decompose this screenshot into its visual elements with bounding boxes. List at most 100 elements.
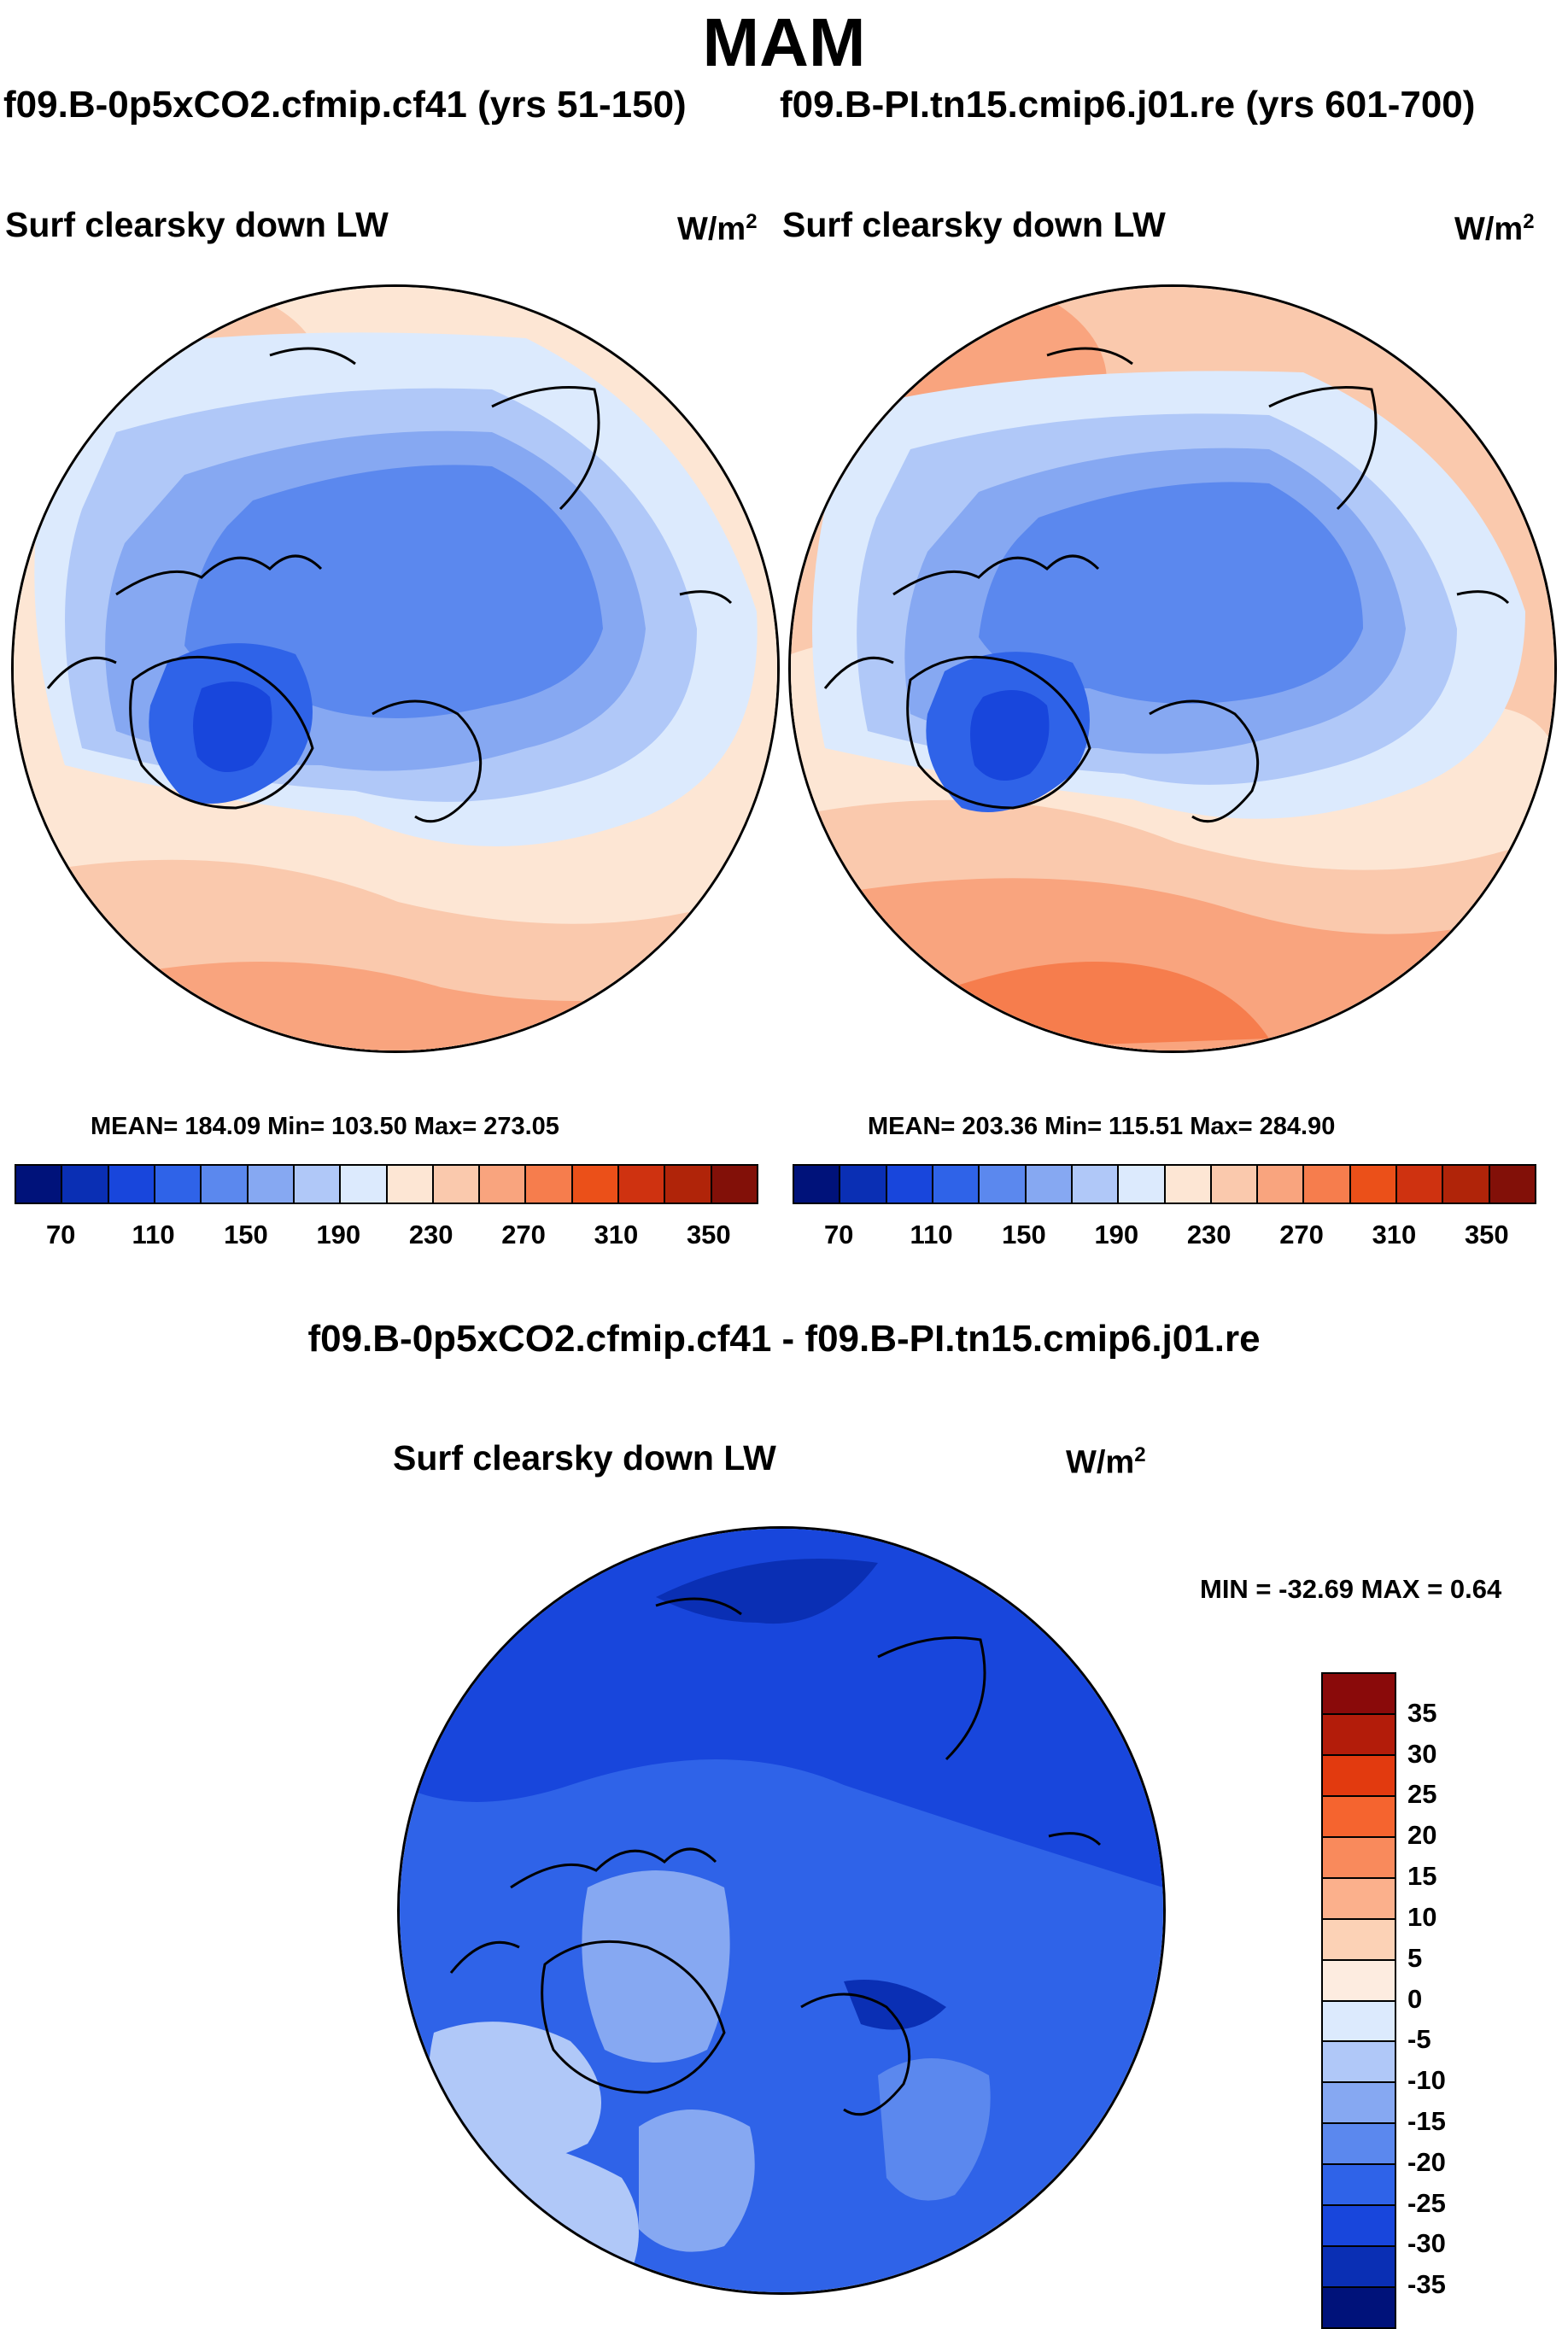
diff-colorbar-label: 5 xyxy=(1407,1942,1423,1973)
panel1-title: Surf clearsky down LW xyxy=(5,205,389,244)
colorbar-swatch xyxy=(1165,1166,1212,1203)
panel1-map xyxy=(11,284,780,1053)
diff-colorbar-swatch xyxy=(1323,2001,1395,2043)
diff-minmax: MIN = -32.69 MAX = 0.64 xyxy=(1200,1574,1502,1604)
panel2-colorbar-ticks: 70 110 150 190 230 270 310 350 xyxy=(793,1220,1533,1254)
diff-colorbar xyxy=(1321,1672,1396,2329)
diff-colorbar-label: -5 xyxy=(1407,2024,1431,2055)
colorbar-swatch xyxy=(1211,1166,1259,1203)
panel2-title: Surf clearsky down LW xyxy=(782,205,1166,244)
colorbar-swatch xyxy=(387,1166,434,1203)
panel2-units: W/m2 xyxy=(1454,210,1535,248)
colorbar-swatch xyxy=(1119,1166,1166,1203)
diff-panel-title: Surf clearsky down LW xyxy=(393,1438,776,1478)
colorbar-swatch xyxy=(155,1166,202,1203)
diff-colorbar-swatch xyxy=(1323,1755,1395,1797)
diff-colorbar-label: 0 xyxy=(1407,1983,1423,2014)
colorbar-swatch xyxy=(980,1166,1027,1203)
colorbar-swatch xyxy=(886,1166,933,1203)
diff-colorbar-swatch xyxy=(1323,1960,1395,2002)
colorbar-tick-label: 230 xyxy=(1186,1220,1232,1249)
diff-colorbar-swatch xyxy=(1323,1714,1395,1756)
colorbar-swatch xyxy=(933,1166,980,1203)
diff-colorbar-swatch xyxy=(1323,1878,1395,1920)
diff-colorbar-swatch xyxy=(1323,1796,1395,1838)
colorbar-swatch xyxy=(619,1166,666,1203)
panel2-stats: MEAN= 203.36 Min= 115.51 Max= 284.90 xyxy=(868,1113,1336,1140)
colorbar-tick-label: 310 xyxy=(594,1220,639,1249)
colorbar-swatch xyxy=(341,1166,388,1203)
case1-title: f09.B-0p5xCO2.cfmip.cf41 (yrs 51-150) xyxy=(3,84,687,126)
colorbar-swatch xyxy=(711,1166,757,1203)
diff-colorbar-swatch xyxy=(1323,1837,1395,1879)
diff-colorbar-label: -35 xyxy=(1407,2269,1446,2300)
diff-colorbar-label: 20 xyxy=(1407,1820,1437,1851)
colorbar-swatch xyxy=(1350,1166,1398,1203)
colorbar-swatch xyxy=(62,1166,109,1203)
diff-colorbar-label: -20 xyxy=(1407,2146,1446,2177)
panel1-units: W/m2 xyxy=(677,210,758,248)
colorbar-tick-label: 350 xyxy=(686,1220,731,1249)
colorbar-swatch xyxy=(794,1166,841,1203)
colorbar-swatch xyxy=(108,1166,155,1203)
colorbar-tick-label: 190 xyxy=(316,1220,361,1249)
colorbar-swatch xyxy=(16,1166,63,1203)
diff-colorbar-swatch xyxy=(1323,2042,1395,2084)
colorbar-swatch xyxy=(840,1166,887,1203)
panel1-stats: MEAN= 184.09 Min= 103.50 Max= 273.05 xyxy=(91,1113,559,1140)
diff-colorbar-label: 10 xyxy=(1407,1901,1437,1932)
colorbar-tick-label: 190 xyxy=(1094,1220,1139,1249)
case2-title: f09.B-PI.tn15.cmip6.j01.re (yrs 601-700) xyxy=(780,84,1476,126)
diff-colorbar-swatch xyxy=(1323,2206,1395,2248)
colorbar-tick-label: 110 xyxy=(132,1220,175,1249)
colorbar-swatch xyxy=(1443,1166,1490,1203)
diff-colorbar-label: 30 xyxy=(1407,1738,1437,1769)
colorbar-tick-label: 270 xyxy=(501,1220,546,1249)
panel1-colorbar-ticks: 70 110 150 190 230 270 310 350 xyxy=(15,1220,755,1254)
colorbar-swatch xyxy=(480,1166,527,1203)
diff-colorbar-label: 35 xyxy=(1407,1697,1437,1728)
diff-colorbar-swatch xyxy=(1323,1674,1395,1715)
diff-title: f09.B-0p5xCO2.cfmip.cf41 - f09.B-PI.tn15… xyxy=(307,1318,1261,1360)
colorbar-tick-label: 310 xyxy=(1372,1220,1417,1249)
colorbar-swatch xyxy=(665,1166,712,1203)
diff-map xyxy=(397,1526,1166,2295)
colorbar-tick-label: 150 xyxy=(1002,1220,1046,1249)
diff-units: W/m2 xyxy=(1066,1443,1146,1481)
diff-colorbar-label: 15 xyxy=(1407,1861,1437,1892)
diff-colorbar-swatch xyxy=(1323,1919,1395,1961)
colorbar-swatch xyxy=(1026,1166,1073,1203)
diff-colorbar-label: -10 xyxy=(1407,2065,1446,2096)
colorbar-swatch xyxy=(1397,1166,1444,1203)
colorbar-swatch xyxy=(526,1166,573,1203)
colorbar-swatch xyxy=(294,1166,342,1203)
colorbar-tick-label: 70 xyxy=(823,1220,854,1249)
colorbar-tick-label: 350 xyxy=(1464,1220,1509,1249)
diff-colorbar-label: -15 xyxy=(1407,2105,1446,2136)
diff-colorbar-swatch xyxy=(1323,2247,1395,2289)
season-title: MAM xyxy=(702,4,866,80)
diff-colorbar-label: 25 xyxy=(1407,1779,1437,1810)
colorbar-tick-label: 110 xyxy=(910,1220,953,1249)
colorbar-swatch xyxy=(1072,1166,1120,1203)
panel1-colorbar xyxy=(15,1164,758,1204)
colorbar-swatch xyxy=(433,1166,481,1203)
diff-colorbar-swatch xyxy=(1323,2124,1395,2166)
colorbar-tick-label: 150 xyxy=(224,1220,268,1249)
colorbar-tick-label: 270 xyxy=(1279,1220,1324,1249)
diff-colorbar-swatch xyxy=(1323,2083,1395,2125)
colorbar-swatch xyxy=(1304,1166,1351,1203)
colorbar-swatch xyxy=(202,1166,249,1203)
colorbar-tick-label: 70 xyxy=(45,1220,76,1249)
panel2-colorbar xyxy=(793,1164,1536,1204)
diff-colorbar-label: -25 xyxy=(1407,2187,1446,2218)
diff-colorbar-swatch xyxy=(1323,2288,1395,2327)
panel2-map xyxy=(788,284,1557,1053)
colorbar-swatch xyxy=(1489,1166,1535,1203)
colorbar-tick-label: 230 xyxy=(408,1220,453,1249)
colorbar-swatch xyxy=(572,1166,620,1203)
diff-colorbar-label: -30 xyxy=(1407,2228,1446,2259)
diff-colorbar-swatch xyxy=(1323,2165,1395,2207)
colorbar-swatch xyxy=(1258,1166,1305,1203)
colorbar-swatch xyxy=(248,1166,295,1203)
